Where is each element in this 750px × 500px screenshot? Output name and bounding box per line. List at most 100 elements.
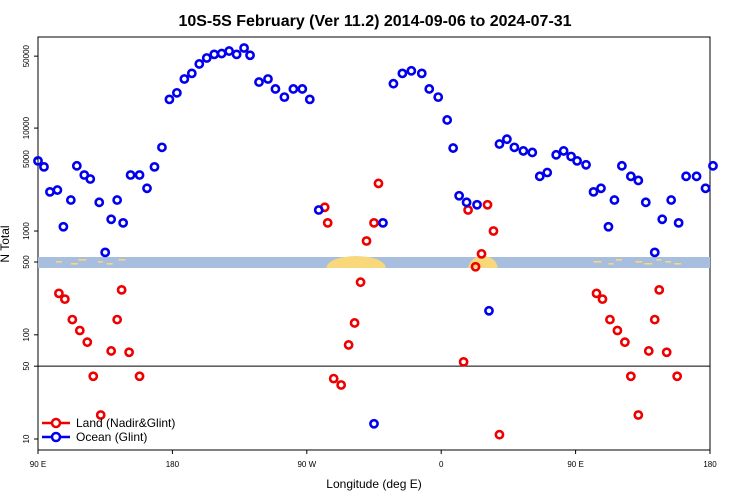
ocean-point-30	[239, 43, 249, 53]
ocean-point-68	[603, 221, 614, 232]
ocean-point-45	[416, 68, 427, 79]
map-island-2	[70, 263, 78, 265]
ocean-point-70	[616, 160, 627, 171]
ocean-point-38	[304, 94, 315, 105]
data-points	[33, 43, 718, 440]
land-point-29	[494, 429, 505, 440]
land-point-35	[625, 371, 636, 382]
map-island-11	[644, 263, 653, 265]
ocean-point-59	[534, 171, 545, 182]
ocean-point-21	[171, 87, 182, 98]
ocean-point-55	[502, 134, 512, 145]
x-tick-label-5: 180	[703, 460, 717, 469]
ocean-point-29	[231, 49, 242, 60]
y-tick-label-1: 50	[22, 361, 31, 370]
ocean-point-78	[681, 171, 692, 182]
map-island-13	[665, 261, 672, 263]
ocean-point-10	[94, 197, 105, 208]
land-point-16	[336, 380, 347, 390]
land-point-41	[672, 371, 683, 382]
plot-frame	[37, 36, 711, 451]
ocean-point-12	[106, 214, 117, 225]
ocean-point-58	[527, 147, 538, 158]
ocean-point-25	[201, 53, 212, 63]
land-point-18	[349, 318, 360, 328]
ocean-point-60	[542, 167, 553, 178]
land-point-10	[116, 284, 127, 295]
ocean-point-27	[216, 48, 227, 59]
ocean-point-61	[551, 149, 562, 160]
land-point-32	[605, 314, 615, 325]
land-point-6	[88, 371, 99, 382]
ocean-point-40	[369, 418, 379, 429]
ocean-point-19	[157, 142, 167, 153]
ocean-point-34	[270, 84, 281, 94]
ocean-point-26	[209, 49, 220, 60]
ocean-point-47	[433, 92, 444, 103]
y-tick-label-5: 5000	[22, 150, 31, 168]
land-point-9	[112, 314, 123, 325]
x-tick-label-2: 90 W	[297, 460, 316, 469]
ocean-point-63	[566, 151, 577, 162]
x-tick-label-0: 90 E	[30, 460, 46, 469]
y-tick-label-6: 10000	[22, 116, 31, 139]
land-point-34	[619, 337, 630, 348]
ocean-point-48	[442, 115, 453, 125]
ocean-point-43	[397, 68, 408, 79]
ocean-point-52	[472, 199, 482, 210]
map-strip	[38, 256, 710, 268]
land-point-19	[355, 277, 366, 288]
land-point-7	[95, 410, 106, 420]
ocean-point-74	[649, 247, 660, 258]
ocean-point-64	[572, 155, 582, 166]
land-point-26	[476, 248, 487, 259]
ocean-point-51	[461, 197, 472, 208]
ocean-point-75	[657, 214, 668, 225]
y-tick-label-3: 500	[22, 255, 31, 269]
land-point-40	[661, 347, 672, 358]
map-island-1	[55, 261, 62, 263]
ocean-point-79	[691, 171, 702, 182]
land-point-4	[74, 325, 85, 336]
ocean-point-7	[71, 160, 82, 171]
x-axis: 90 E 180 90 W 0 90 E 180	[30, 450, 717, 469]
land-point-36	[633, 410, 644, 420]
ocean-point-24	[194, 59, 205, 69]
y-tick-label-4: 1000	[22, 222, 31, 240]
x-axis-label: Longitude (deg E)	[326, 477, 421, 491]
land-point-33	[612, 325, 623, 336]
ocean-point-4	[52, 185, 63, 195]
ocean-point-9	[85, 174, 96, 184]
land-point-22	[373, 178, 384, 189]
map-island-7	[593, 261, 602, 263]
land-point-11	[124, 347, 134, 358]
land-point-23	[458, 356, 469, 367]
map-island-8	[608, 263, 614, 265]
land-point-20	[361, 236, 372, 246]
land-point-14	[322, 217, 333, 228]
ocean-point-76	[666, 195, 677, 205]
x-tick-label-3: 0	[439, 460, 444, 469]
ocean-point-1	[33, 155, 43, 166]
map-island-4	[97, 261, 103, 263]
land-point-28	[488, 226, 499, 236]
land-point-39	[654, 284, 665, 295]
ocean-point-11	[100, 247, 111, 258]
ocean-point-16	[134, 170, 145, 180]
ocean-point-66	[588, 186, 599, 197]
ocean-point-41	[378, 217, 388, 228]
ocean-point-65	[581, 159, 591, 170]
x-tick-label-4: 90 E	[567, 460, 583, 469]
ocean-point-17	[142, 183, 152, 194]
y-tick-label-2: 100	[22, 328, 31, 342]
land-point-3	[67, 314, 78, 325]
ocean-point-56	[509, 142, 520, 153]
ocean-point-18	[149, 161, 160, 172]
ocean-point-15	[125, 170, 136, 180]
map-island-14	[674, 263, 682, 265]
land-point-27	[482, 199, 493, 210]
ocean-point-33	[263, 74, 273, 84]
map-island-6	[118, 259, 126, 261]
x-tick-label-1: 180	[166, 460, 180, 469]
ocean-point-57	[518, 146, 529, 156]
